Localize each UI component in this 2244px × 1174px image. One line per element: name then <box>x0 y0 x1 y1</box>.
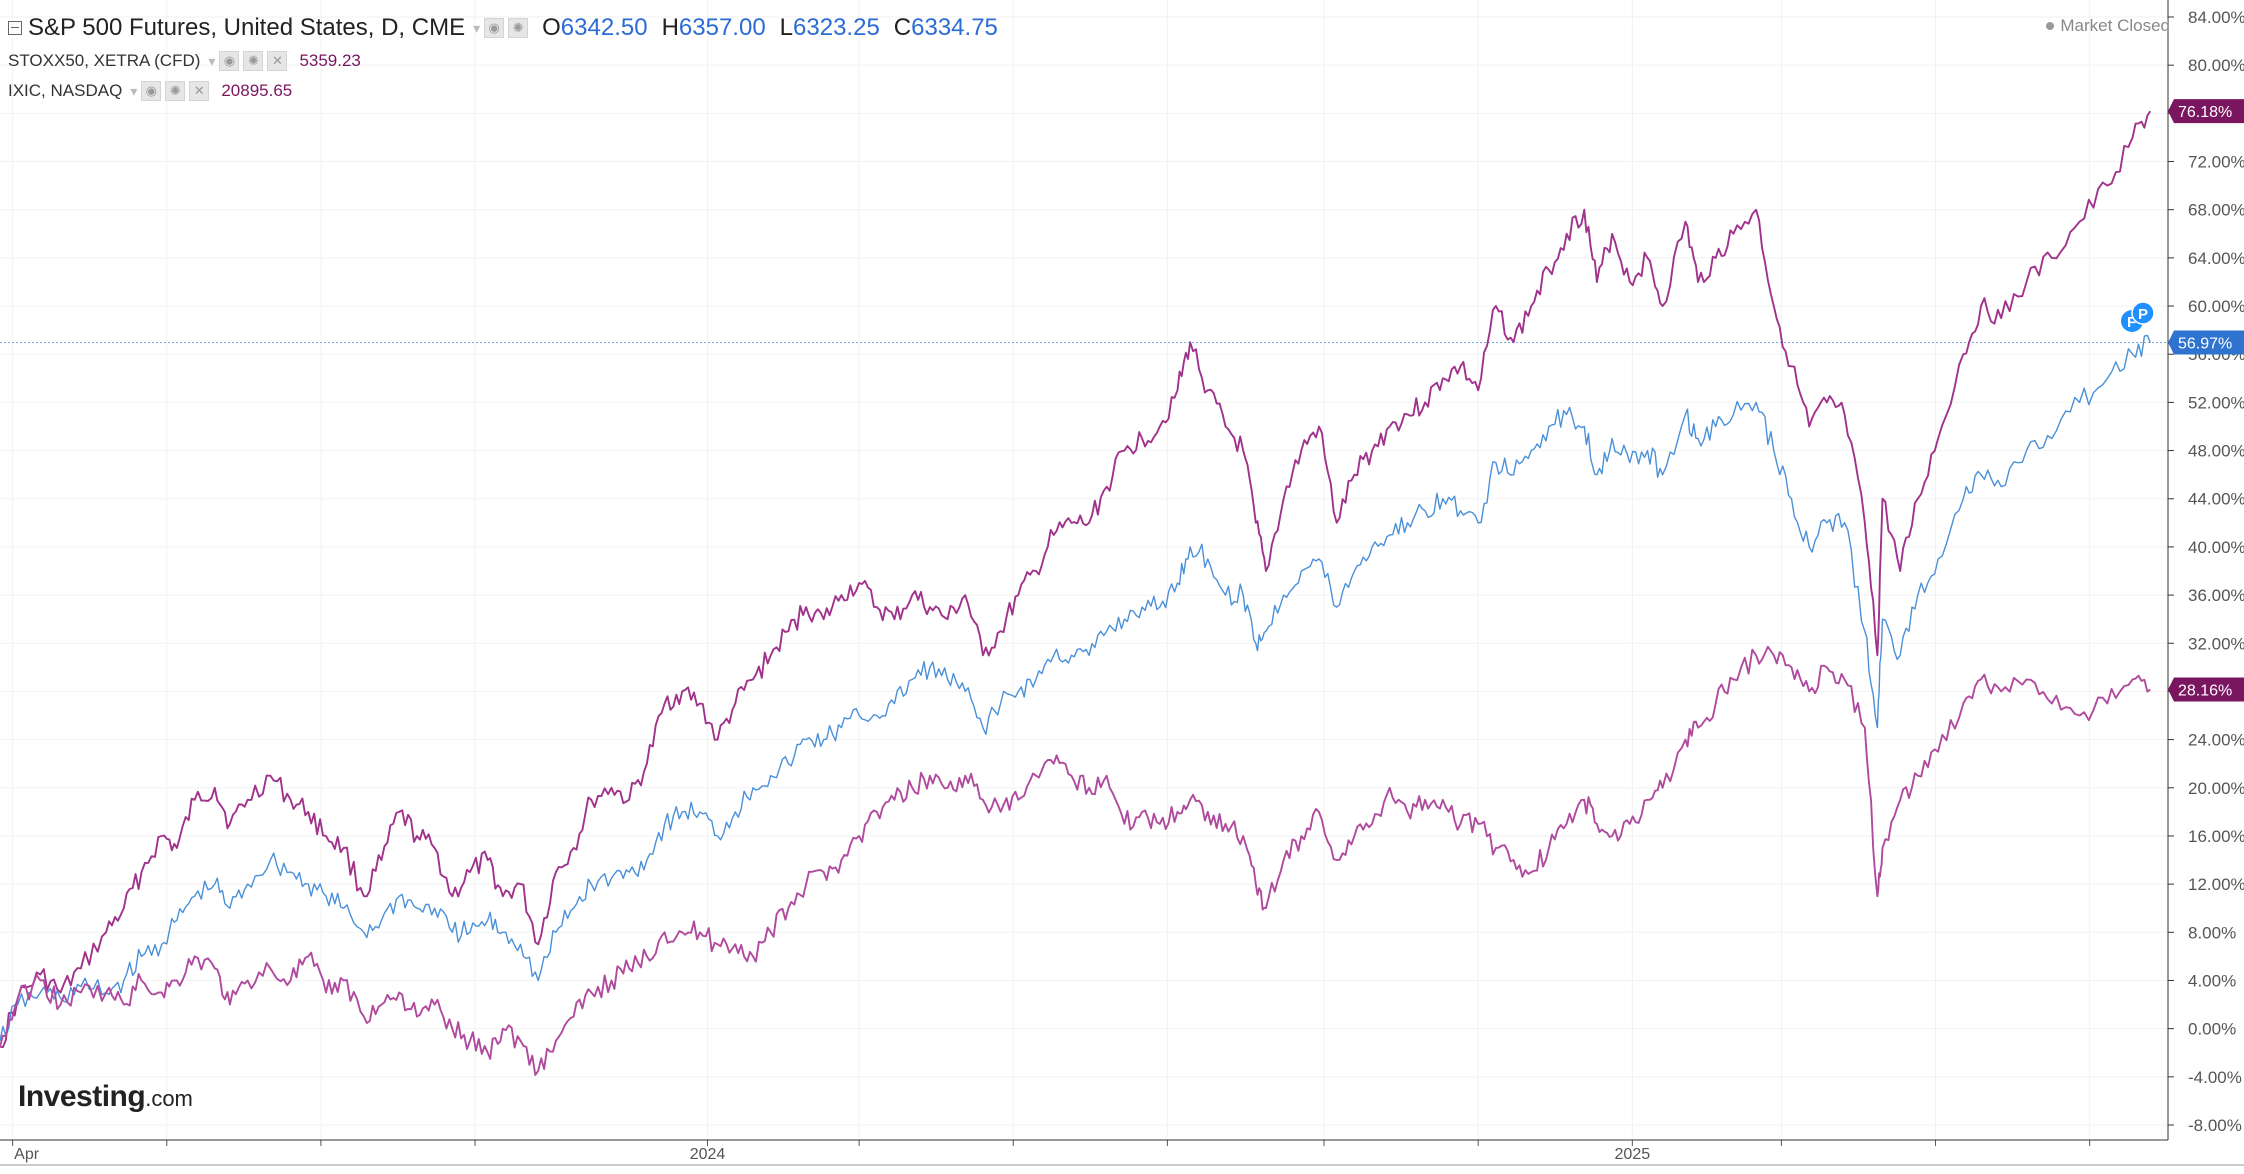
ixic-value: 20895.65 <box>221 81 293 100</box>
open-value: 6342.50 <box>560 14 648 41</box>
y-tick-label: 0.00% <box>2188 1020 2236 1039</box>
close-label: C <box>893 14 912 41</box>
flag-p-label: P <box>2138 306 2148 323</box>
y-tick-label: 84.00% <box>2188 8 2244 27</box>
gear-icon[interactable]: ✺ <box>508 18 529 38</box>
stoxx-value: 5359.23 <box>299 51 361 70</box>
series-layer <box>0 110 2152 1076</box>
grid-layer <box>0 0 2168 1140</box>
y-tick-label: 40.00% <box>2188 538 2244 557</box>
legend-stoxx-row: STOXX50, XETRA (CFD) ▾ ◉ ✺ ✕ 5359.23 <box>8 46 998 76</box>
market-status: Market Closed <box>2046 16 2170 36</box>
chevron-down-icon[interactable]: ▾ <box>473 19 481 36</box>
y-tick-label: 4.00% <box>2188 971 2236 990</box>
y-tick-label: 80.00% <box>2188 56 2244 75</box>
y-tick-label: 12.00% <box>2188 875 2244 894</box>
main-series-title: S&P 500 Futures, United States, D, CME <box>28 14 466 41</box>
series-line-1 <box>0 334 2151 1041</box>
chart-legend: S&P 500 Futures, United States, D, CME ▾… <box>8 10 998 106</box>
last-value-label: 28.16% <box>2178 683 2232 700</box>
y-tick-label: 68.00% <box>2188 201 2244 220</box>
label-layer: 76.18% 56.97% 28.16% F P <box>2121 99 2244 702</box>
y-tick-label: -8.00% <box>2188 1116 2242 1135</box>
y-tick-label: -4.00% <box>2188 1068 2242 1087</box>
x-tick-label: Apr <box>14 1146 40 1163</box>
y-tick-label: 8.00% <box>2188 923 2236 942</box>
collapse-legend-button[interactable] <box>8 21 22 35</box>
legend-ixic-row: IXIC, NASDAQ ▾ ◉ ✺ ✕ 20895.65 <box>8 76 998 106</box>
high-label: H <box>661 14 679 41</box>
investing-logo: Investing .com <box>18 1080 193 1114</box>
chevron-down-icon[interactable]: ▾ <box>208 52 216 69</box>
eye-icon[interactable]: ◉ <box>141 81 162 101</box>
low-label: L <box>779 14 794 41</box>
brand-suffix: .com <box>145 1086 193 1111</box>
last-value-label: 76.18% <box>2178 104 2232 121</box>
y-tick-label: 48.00% <box>2188 442 2244 461</box>
legend-main-row: S&P 500 Futures, United States, D, CME ▾… <box>8 10 998 46</box>
y-tick-label: 64.00% <box>2188 249 2244 268</box>
ixic-name: IXIC, NASDAQ <box>8 81 123 100</box>
y-tick-label: 44.00% <box>2188 490 2244 509</box>
market-status-text: Market Closed <box>2060 16 2170 35</box>
last-value-badge <box>2168 99 2244 124</box>
open-label: O <box>542 14 561 41</box>
brand-name: Investing <box>18 1080 146 1113</box>
gear-icon[interactable]: ✺ <box>243 51 264 71</box>
last-value-label: 56.97% <box>2178 336 2232 353</box>
status-dot-icon <box>2046 22 2055 30</box>
flag-p-icon <box>2131 301 2155 325</box>
y-tick-label: 72.00% <box>2188 153 2244 172</box>
flag-f-label: F <box>2127 314 2136 331</box>
y-tick-label: 20.00% <box>2188 779 2244 798</box>
close-value: 6334.75 <box>911 14 998 41</box>
stoxx-name: STOXX50, XETRA (CFD) <box>8 51 201 70</box>
y-tick-label: 24.00% <box>2188 731 2244 750</box>
close-icon[interactable]: ✕ <box>189 81 210 101</box>
eye-icon[interactable]: ◉ <box>484 18 505 38</box>
y-tick-label: 60.00% <box>2188 297 2244 316</box>
y-tick-label: 36.00% <box>2188 586 2244 605</box>
gear-icon[interactable]: ✺ <box>165 81 186 101</box>
x-tick-label: 2025 <box>1615 1146 1651 1163</box>
y-tick-label: 52.00% <box>2188 393 2244 412</box>
last-value-badge <box>2168 677 2244 702</box>
close-icon[interactable]: ✕ <box>267 51 288 71</box>
low-value: 6323.25 <box>793 14 880 41</box>
eye-icon[interactable]: ◉ <box>219 51 240 71</box>
y-tick-label: 32.00% <box>2188 634 2244 653</box>
last-value-badge <box>2168 330 2244 355</box>
chevron-down-icon[interactable]: ▾ <box>130 82 138 99</box>
series-line-2 <box>0 645 2151 1076</box>
high-value: 6357.00 <box>678 14 766 41</box>
series-line-0 <box>0 110 2152 1049</box>
y-tick-label: 16.00% <box>2188 827 2244 846</box>
x-tick-label: 2024 <box>690 1146 726 1163</box>
